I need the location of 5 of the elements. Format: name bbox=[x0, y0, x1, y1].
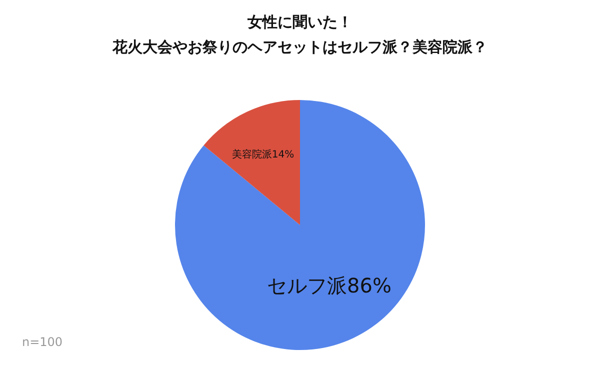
slice-label: 美容院派14% bbox=[232, 148, 294, 160]
text: n=100 bbox=[22, 335, 63, 349]
chart-title: 女性に聞いた！ bbox=[246, 12, 354, 33]
chart-subtitle: 花火大会やお祭りのヘアセットはセルフ派？美容院派？ bbox=[111, 37, 488, 58]
slice-label: セルフ派86% bbox=[267, 273, 392, 298]
